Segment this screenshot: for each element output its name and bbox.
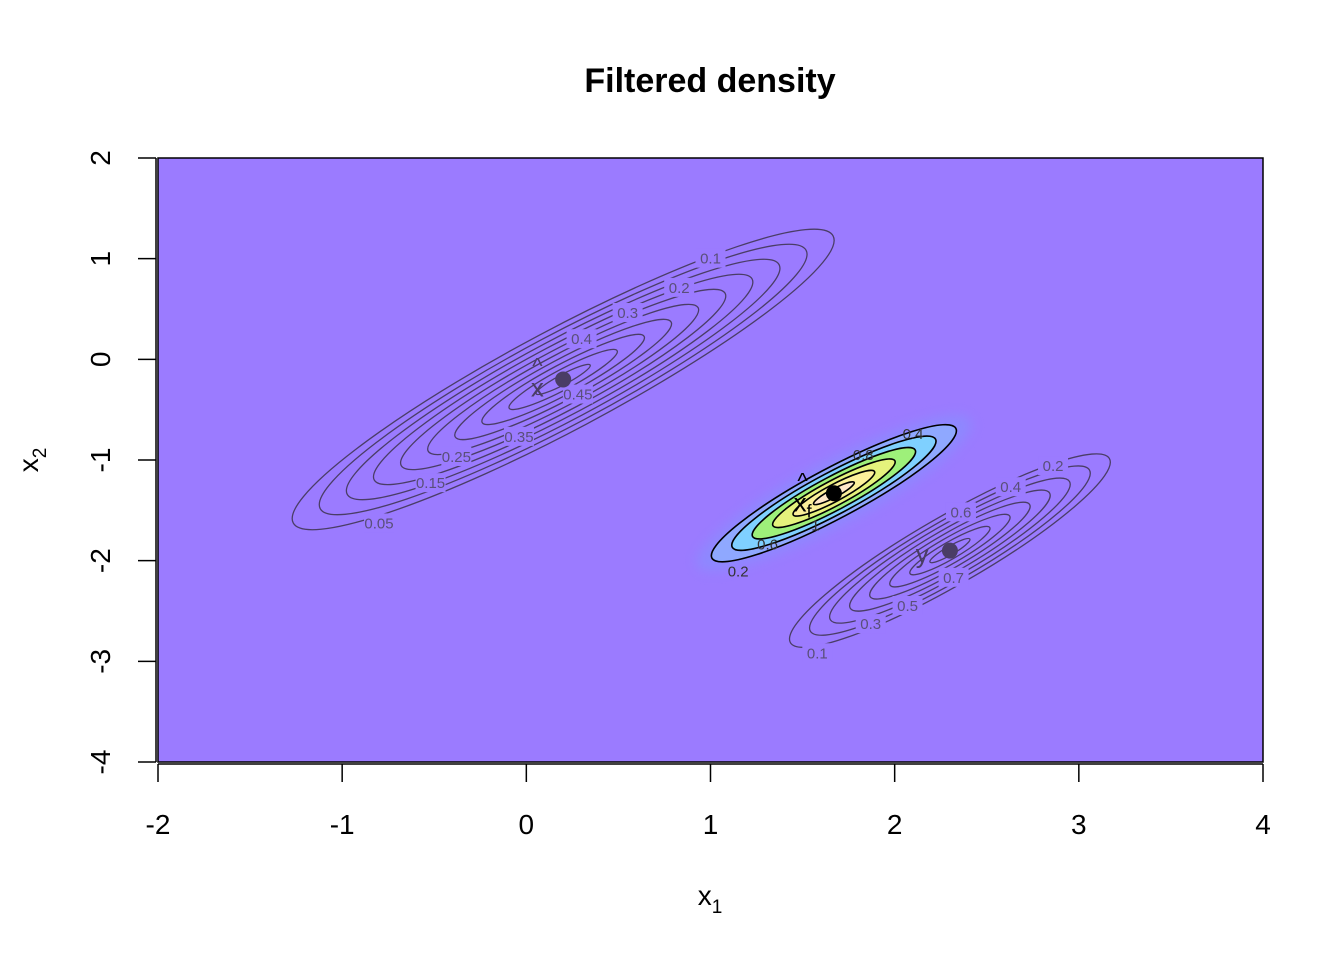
observation-label: y <box>916 539 929 569</box>
plot-frame <box>157 157 1264 763</box>
contour-label: 0.2 <box>669 280 690 297</box>
y-tick-label: -1 <box>85 448 116 473</box>
plot-content: 0.1 0.2 0.3 0.4 0.45 0.35 0.25 0.15 0.05 0.2 0.4 0.… <box>291 228 1111 663</box>
contour-label-bg <box>995 477 1026 497</box>
y-tick-label: 1 <box>85 251 116 267</box>
contour-label: 0.8 <box>853 447 874 464</box>
contour-label-bg <box>612 303 643 323</box>
x-axis: -2 -1 0 1 2 3 4 <box>146 763 1271 840</box>
contour-label: 0.2 <box>728 564 749 581</box>
x-tick-label: 0 <box>519 809 535 840</box>
contour-label: 0.4 <box>571 331 592 348</box>
contour-label-bg <box>664 277 695 297</box>
contour-label-bg <box>695 248 726 268</box>
filtered-contour <box>792 469 876 517</box>
contour-label-bg <box>441 446 472 466</box>
x-tick-label: 3 <box>1071 809 1087 840</box>
contour-label: 0.6 <box>757 537 778 554</box>
contour-labels: 0.1 0.2 0.3 0.4 0.45 0.35 0.25 0.15 0.05 0.2 0.4 0.… <box>364 248 1069 663</box>
contour-label: 0.3 <box>617 305 638 322</box>
y-tick-label: -3 <box>85 649 116 674</box>
contour-label-bg <box>562 384 593 404</box>
chart-title: Filtered density <box>584 62 835 100</box>
y-tick-label: 0 <box>85 352 116 368</box>
observation-contour <box>909 525 991 576</box>
prior-mean-label: x <box>531 373 544 403</box>
contour-label-bg <box>938 567 969 587</box>
observation-contour <box>889 513 1011 588</box>
contour-label: 1 <box>811 517 819 534</box>
x-tick-label: 1 <box>703 809 719 840</box>
contour-label-bg <box>566 329 597 349</box>
prior-contour <box>291 228 835 531</box>
y-axis-label-sub: 2 <box>30 448 51 459</box>
contour-label: 0.3 <box>860 616 881 633</box>
prior-mean-point <box>555 371 572 388</box>
contour-label: 0.1 <box>807 645 828 662</box>
contour-label: 0.45 <box>563 387 592 404</box>
y-axis: -4 -3 -2 -1 0 1 2 <box>85 150 157 775</box>
contour-label-bg <box>415 473 446 493</box>
filtered-mean-point <box>825 485 842 502</box>
contour-label: 0.4 <box>903 426 924 443</box>
contour-label: 0.05 <box>364 515 393 532</box>
filtered-mean-label-base: x <box>794 487 807 517</box>
y-tick-label: -4 <box>85 750 116 775</box>
prior-contour <box>318 243 808 516</box>
prior-contour <box>345 258 781 501</box>
contour-label: 0.15 <box>416 475 445 492</box>
contour-label: 0.35 <box>504 429 533 446</box>
filtered-mean-label-sub: f <box>807 501 813 521</box>
contour-label: 0.6 <box>951 504 972 521</box>
x-tick-label: 4 <box>1255 809 1271 840</box>
y-tick-label: -2 <box>85 548 116 573</box>
y-tick-label: 2 <box>85 150 116 166</box>
x-tick-label: -1 <box>330 809 355 840</box>
filtered-mean-label: xf <box>794 487 813 521</box>
prior-contour <box>372 273 754 486</box>
y-axis-label: x2 <box>13 448 51 473</box>
filtered-contour <box>710 423 958 563</box>
observation-contour <box>869 501 1031 600</box>
filtered-contour <box>730 435 937 552</box>
contour-label-bg <box>855 614 886 634</box>
filtered-contour <box>771 458 896 529</box>
contour-label: 0.7 <box>943 570 964 587</box>
contour-label: 0.1 <box>700 251 721 268</box>
y-axis-label-base: x <box>13 458 44 472</box>
contour-label: 0.4 <box>1000 479 1021 496</box>
x-tick-label: -2 <box>146 809 171 840</box>
contour-label: 0.2 <box>1043 458 1064 475</box>
prior-contour <box>399 288 727 471</box>
contour-label: 0.5 <box>897 598 918 615</box>
contour-label-bg <box>802 643 833 663</box>
observation-label-base: y <box>916 539 929 569</box>
x-axis-label-sub: 1 <box>712 897 723 918</box>
contour-label-bg <box>364 513 394 533</box>
prior-mean-label-base: x <box>531 373 544 403</box>
x-axis-label-base: x <box>698 880 712 911</box>
contour-label-bg <box>503 426 534 446</box>
prior-mean-label-accent: ^ <box>532 354 543 379</box>
filtered-contour <box>751 446 917 540</box>
points: ^xy^xf <box>531 354 958 569</box>
filtered-mean-label-accent: ^ <box>797 468 808 493</box>
x-tick-label: 2 <box>887 809 903 840</box>
observation-point <box>941 542 958 559</box>
contour-label-bg <box>945 502 976 522</box>
contour-label: 0.25 <box>442 449 471 466</box>
contour-label-bg <box>1038 456 1069 476</box>
contour-label-bg <box>892 595 923 615</box>
x-axis-label: x1 <box>698 880 723 918</box>
plot-background <box>158 158 1263 762</box>
